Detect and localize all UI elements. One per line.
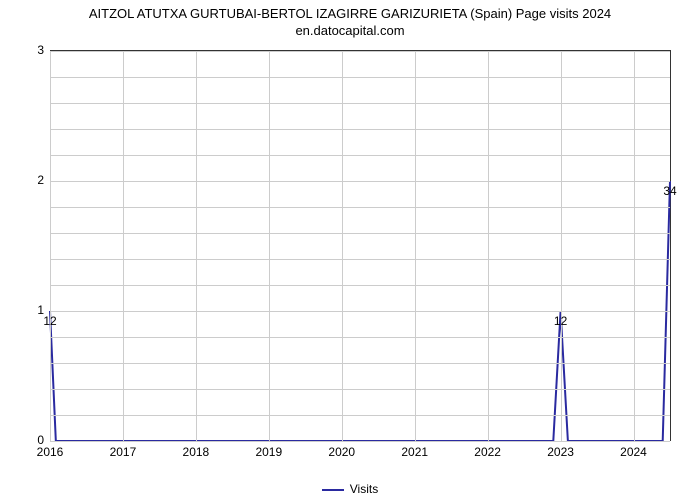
x-tick-label: 2021	[401, 445, 428, 459]
x-tick-label: 2017	[110, 445, 137, 459]
x-tick-label: 2020	[328, 445, 355, 459]
chart-title: AITZOL ATUTXA GURTUBAI-BERTOL IZAGIRRE G…	[0, 6, 700, 40]
x-tick-label: 2023	[547, 445, 574, 459]
legend-label: Visits	[350, 482, 378, 496]
y-tick-label: 3	[37, 43, 44, 57]
data-point-label: 12	[554, 314, 567, 328]
visits-chart: AITZOL ATUTXA GURTUBAI-BERTOL IZAGIRRE G…	[0, 0, 700, 500]
data-point-label: 12	[43, 314, 56, 328]
legend-swatch	[322, 489, 344, 491]
x-tick-label: 2022	[474, 445, 501, 459]
x-tick-label: 2018	[183, 445, 210, 459]
x-tick-label: 2024	[620, 445, 647, 459]
data-point-label: 34	[663, 184, 676, 198]
x-tick-label: 2019	[255, 445, 282, 459]
line-svg	[50, 51, 670, 441]
y-tick-label: 2	[37, 173, 44, 187]
legend: Visits	[0, 482, 700, 496]
y-axis: 0123	[30, 50, 50, 440]
x-tick-label: 2016	[37, 445, 64, 459]
plot-area	[50, 50, 671, 441]
